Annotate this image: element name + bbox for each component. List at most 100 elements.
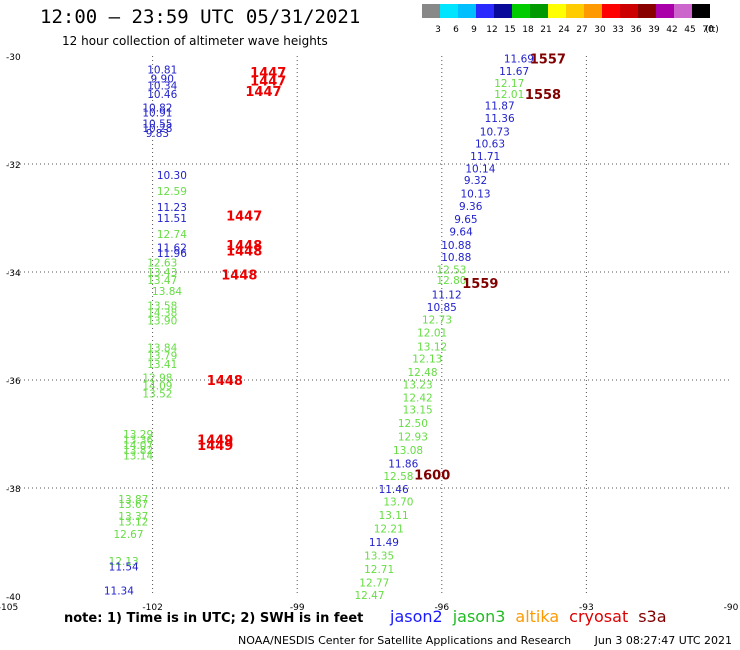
wave-height-point: 11.69 (504, 54, 534, 66)
color-swatch (476, 4, 494, 18)
color-scale-label: 30 (594, 25, 606, 35)
wave-height-point: 14.07 (123, 440, 153, 452)
wave-height-point: 11.51 (157, 213, 187, 225)
chart-subtitle: 12 hour collection of altimeter wave hei… (62, 34, 328, 48)
x-tick-label: -96 (434, 603, 449, 613)
color-scale-label: 24 (558, 25, 570, 35)
color-scale-label: 45 (684, 25, 695, 35)
color-swatch (458, 4, 476, 18)
legend-altika: altika (515, 607, 560, 626)
color-scale-label: 70 (702, 25, 714, 35)
wave-height-point: 12.77 (359, 578, 389, 590)
wave-height-point: 10.28 (142, 123, 172, 135)
wave-height-point: 12.74 (157, 229, 187, 241)
wave-height-point: 13.84 (152, 286, 182, 298)
wave-height-point: 9.36 (459, 201, 483, 213)
wave-height-point: 12.13 (412, 353, 442, 365)
x-tick-label: -105 (0, 603, 18, 613)
wave-height-point: 9.90 (151, 74, 174, 86)
wave-height-point: 11.34 (104, 586, 134, 598)
footer-credit: NOAA/NESDIS Center for Satellite Applica… (238, 634, 572, 647)
wave-height-point: 13.58 (147, 300, 177, 312)
wave-height-point: 13.12 (417, 342, 447, 354)
wave-height-point: 12.71 (364, 564, 394, 576)
wave-height-point: 10.46 (147, 89, 177, 101)
legend-jason3: jason3 (452, 607, 506, 626)
wave-height-point: 9.64 (449, 227, 473, 239)
wave-height-point: 9.65 (454, 214, 477, 226)
y-tick-label: -36 (6, 377, 21, 387)
wave-height-point: 9.32 (464, 175, 487, 187)
x-tick-label: -99 (290, 603, 305, 613)
wave-height-point: 12.59 (157, 186, 187, 198)
wave-height-point: 11.86 (388, 459, 418, 471)
wave-height-point: 13.12 (118, 516, 148, 528)
cryosat-time-label: 1447 (226, 209, 262, 224)
wave-height-point: 10.85 (427, 302, 457, 314)
color-swatch (692, 4, 710, 18)
color-swatch (440, 4, 458, 18)
color-swatch (494, 4, 512, 18)
wave-height-point: 12.01 (494, 89, 524, 101)
wave-height-point: 12.48 (407, 367, 437, 379)
y-tick-label: -32 (6, 161, 21, 171)
color-swatch (566, 4, 584, 18)
wave-height-point: 14.09 (142, 380, 172, 392)
color-scale-label: 9 (471, 25, 477, 35)
wave-height-point: 11.67 (499, 66, 529, 78)
color-scale-label: 12 (486, 25, 497, 35)
wave-height-point: 14.38 (147, 308, 177, 320)
wave-height-point: 13.87 (118, 494, 148, 506)
wave-height-point: 10.55 (142, 119, 172, 131)
wave-height-point: 10.63 (475, 138, 505, 150)
wave-height-point: 13.52 (142, 389, 172, 401)
wave-height-point: 10.34 (147, 81, 177, 93)
cryosat-time-label: 1447 (245, 85, 281, 100)
wave-height-point: 11.36 (485, 113, 515, 125)
cryosat-time-label: 1447 (250, 66, 286, 81)
cryosat-time-label: 1448 (226, 244, 262, 259)
color-swatch (656, 4, 674, 18)
wave-height-point: 12.67 (113, 529, 143, 541)
wave-height-point: 12.58 (383, 471, 413, 483)
wave-height-point: 10.88 (441, 240, 471, 252)
color-swatch (548, 4, 566, 18)
cryosat-time-label: 1449 (197, 433, 233, 448)
color-scale-label: 27 (576, 25, 587, 35)
wave-height-point: 13.47 (147, 275, 177, 287)
satellite-legend: jason2 jason3 altika cryosat s3a (390, 607, 677, 626)
wave-height-point: 13.08 (393, 445, 423, 457)
wave-height-point: 10.88 (441, 252, 471, 264)
wave-height-point: 12.63 (147, 257, 177, 269)
wave-height-point: 10.13 (461, 189, 491, 201)
color-scale-label: 33 (612, 25, 623, 35)
color-swatch (638, 4, 656, 18)
wave-height-point: 13.35 (364, 551, 394, 563)
cryosat-time-label: 1448 (226, 239, 262, 254)
wave-height-point: 10.73 (480, 127, 510, 139)
color-scale-label: 42 (666, 25, 677, 35)
wave-height-point: 11.46 (379, 484, 409, 496)
color-scale-label: 21 (540, 25, 551, 35)
wave-height-point: 9.83 (146, 128, 169, 140)
wave-height-point: 13.29 (123, 429, 153, 441)
color-scale-label: 39 (648, 25, 660, 35)
chart-title: 12:00 – 23:59 UTC 05/31/2021 (40, 6, 361, 28)
wave-height-point: 13.84 (147, 343, 177, 355)
wave-height-point: 10.30 (157, 170, 187, 182)
wave-height-point: 12.73 (422, 315, 452, 327)
s3a-time-label: 1559 (462, 277, 498, 292)
footer-timestamp: Jun 3 08:27:47 UTC 2021 (594, 634, 733, 647)
wave-height-point: 13.70 (383, 497, 413, 509)
cryosat-time-label: 1448 (221, 269, 257, 284)
wave-height-point: 10.14 (465, 163, 495, 175)
wave-height-point: 11.12 (432, 290, 462, 302)
wave-height-point: 13.43 (147, 267, 177, 279)
color-swatch (422, 4, 440, 18)
cryosat-time-label: 1447 (250, 74, 286, 89)
wave-height-point: 11.71 (470, 151, 500, 163)
wave-height-point: 11.54 (109, 561, 139, 573)
wave-height-point: 13.82 (123, 445, 153, 457)
x-tick-label: -102 (142, 603, 162, 613)
